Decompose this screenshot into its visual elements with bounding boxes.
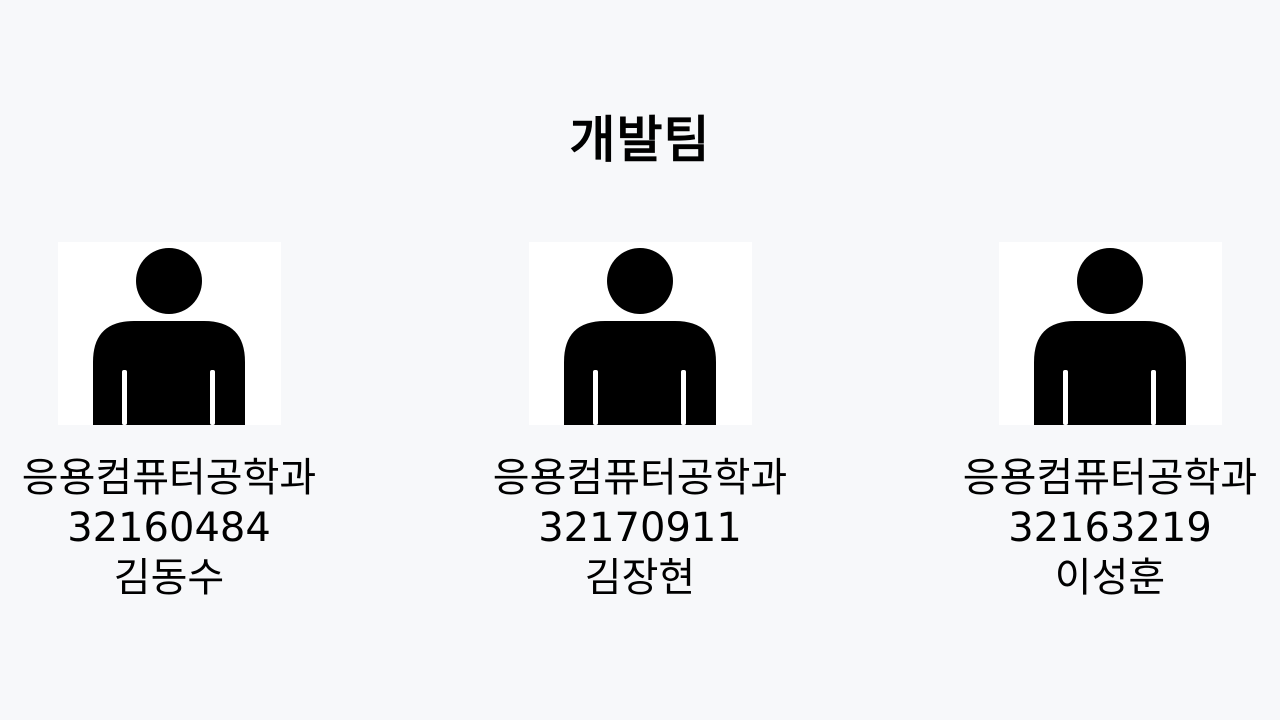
member-name: 김동수 — [113, 555, 225, 601]
member-department: 응용컴퓨터공학과 — [492, 455, 788, 501]
member-card: 응용컴퓨터공학과 32170911 김장현 — [460, 242, 820, 603]
person-icon — [998, 242, 1222, 425]
member-student-id: 32170911 — [538, 505, 742, 551]
page-title: 개발팀 — [569, 111, 711, 169]
member-department: 응용컴퓨터공학과 — [21, 455, 317, 501]
member-student-id: 32163219 — [1008, 505, 1212, 551]
member-name: 이성훈 — [1054, 555, 1166, 601]
member-card: 응용컴퓨터공학과 32163219 이성훈 — [930, 242, 1280, 603]
member-name: 김장현 — [584, 555, 696, 601]
member-card: 응용컴퓨터공학과 32160484 김동수 — [0, 242, 349, 603]
person-icon — [57, 242, 281, 425]
member-student-id: 32160484 — [67, 505, 271, 551]
person-icon — [528, 242, 752, 425]
member-department: 응용컴퓨터공학과 — [962, 455, 1258, 501]
